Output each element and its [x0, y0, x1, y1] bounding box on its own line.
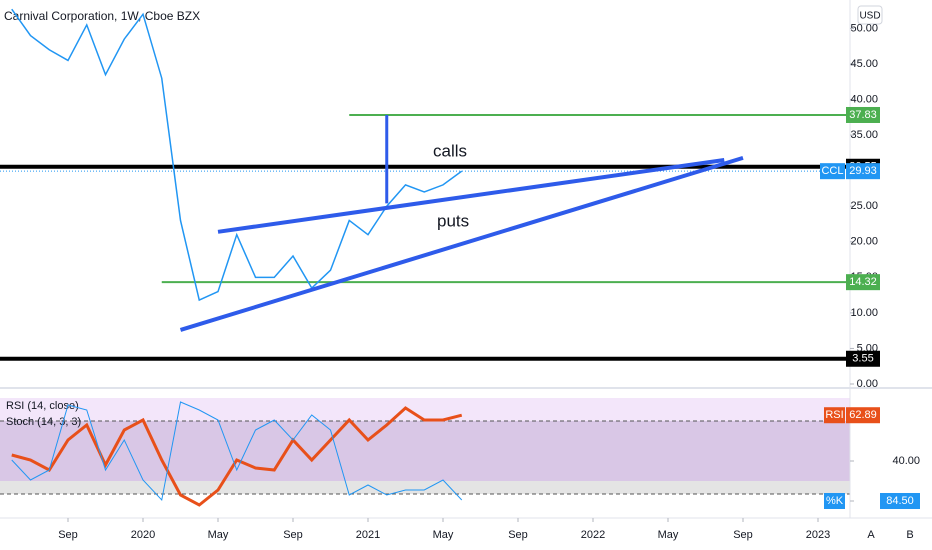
indicator-legend: RSI (14, close)	[6, 400, 79, 412]
annotation: calls	[433, 141, 467, 160]
level-tag: 14.32	[849, 276, 877, 288]
indicator-legend: Stoch (14, 3, 3)	[6, 416, 81, 428]
y-tick-label: 20.00	[850, 236, 878, 248]
indicator-value-tag-box	[846, 407, 880, 424]
x-tick-label: Sep	[58, 529, 78, 541]
indicator-name-tag-box	[824, 493, 845, 509]
button[interactable]	[862, 526, 880, 544]
y-tick-label: 0.00	[857, 378, 878, 390]
y-tick-label: 10.00	[850, 307, 878, 319]
series-tag: CCL	[821, 165, 843, 177]
x-tick-label: Sep	[283, 529, 303, 541]
x-tick-label: May	[433, 529, 454, 541]
last-price-tag-box	[846, 163, 880, 180]
indicator-name-tag: RSI	[825, 409, 843, 421]
y-tick-label: 45.00	[850, 58, 878, 70]
indicator-line	[11, 406, 463, 507]
indicator-name-tag: %K	[826, 495, 844, 507]
y-tick-label: 40.00	[892, 455, 920, 467]
x-tick-label: May	[658, 529, 679, 541]
level-tag-box	[846, 350, 880, 367]
annotation: puts	[437, 211, 469, 230]
indicator-name-tag-box	[824, 407, 845, 424]
chart-title: Carnival Corporation, 1W, Cboe BZX	[4, 9, 200, 23]
x-tick-label: Sep	[733, 529, 753, 541]
trendline	[217, 158, 725, 234]
button[interactable]	[901, 526, 919, 544]
band-low	[0, 481, 850, 494]
level-tag-box	[846, 274, 880, 291]
y-tick-label: 40.00	[850, 93, 878, 105]
level-tag: 37.83	[849, 109, 877, 121]
trendline	[179, 155, 744, 332]
x-tick-label: 2020	[131, 529, 155, 541]
band-mid	[0, 421, 850, 481]
indicator-value-tag: 84.50	[886, 495, 914, 507]
x-tick-label: 2022	[581, 529, 605, 541]
last-price-tag: 29.93	[849, 165, 877, 177]
level-tag: 3.55	[852, 353, 873, 365]
series-tag-box	[820, 163, 845, 180]
y-tick-label: 25.00	[850, 200, 878, 212]
x-tick-label: May	[208, 529, 229, 541]
x-tick-label: 2023	[806, 529, 830, 541]
level-tag-box	[846, 106, 880, 123]
currency[interactable]: USD	[859, 11, 880, 22]
x-tick-label: Sep	[508, 529, 528, 541]
indicator-line	[11, 401, 463, 502]
currency-box[interactable]	[857, 5, 883, 25]
y-tick-label: 35.00	[850, 129, 878, 141]
button-label[interactable]: B	[906, 529, 913, 541]
indicator-value-tag-box	[880, 493, 920, 509]
y-tick-label: 50.00	[850, 22, 878, 34]
indicator-value-tag: 62.89	[849, 409, 877, 421]
button-label[interactable]: A	[867, 529, 875, 541]
x-tick-label: 2021	[356, 529, 380, 541]
band-top	[0, 398, 850, 421]
